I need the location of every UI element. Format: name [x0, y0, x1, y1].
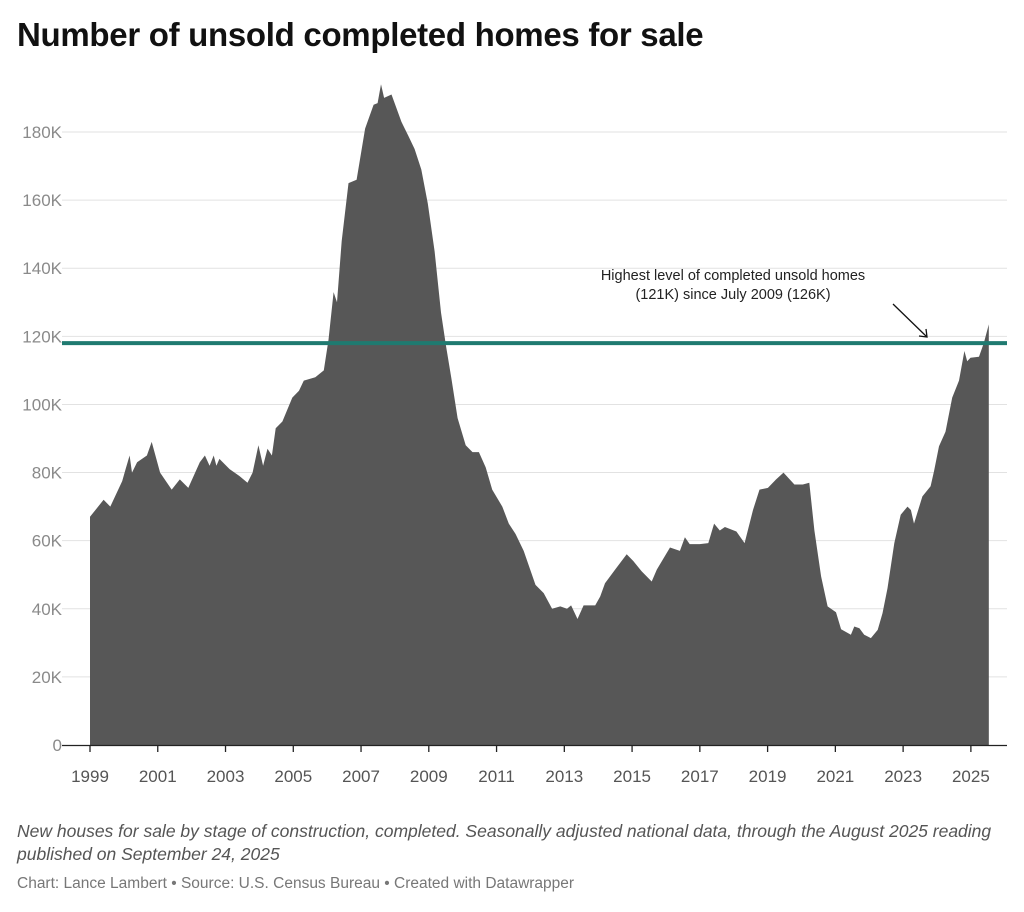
- x-tick-label: 2007: [342, 767, 380, 786]
- x-tick-label: 2003: [207, 767, 245, 786]
- y-tick-label: 80K: [32, 464, 63, 483]
- y-tick-label: 100K: [22, 395, 62, 414]
- y-tick-label: 20K: [32, 668, 63, 687]
- x-tick-label: 2013: [545, 767, 583, 786]
- y-tick-label: 0: [53, 736, 62, 755]
- y-tick-label: 180K: [22, 123, 62, 142]
- x-tick-label: 2021: [816, 767, 854, 786]
- x-tick-label: 2023: [884, 767, 922, 786]
- annotation-line-1: Highest level of completed unsold homes: [601, 268, 865, 284]
- y-tick-label: 160K: [22, 191, 62, 210]
- x-tick-label: 2009: [410, 767, 448, 786]
- x-tick-label: 2001: [139, 767, 177, 786]
- chart-title: Number of unsold completed homes for sal…: [17, 16, 704, 53]
- annotation-arrow-icon: [892, 303, 928, 338]
- y-axis-labels: 0 20K 40K 60K 80K 100K 120K 140K 160K 180K: [22, 123, 62, 755]
- x-tick-label: 2011: [478, 767, 515, 786]
- x-tick-label: 2025: [952, 767, 990, 786]
- y-tick-label: 40K: [32, 600, 63, 619]
- x-tick-label: 2017: [681, 767, 719, 786]
- annotation-line-2: (121K) since July 2009 (126K): [635, 287, 830, 303]
- chart-caption: New houses for sale by stage of construc…: [17, 821, 992, 864]
- y-tick-label: 120K: [22, 327, 62, 346]
- y-tick-label: 140K: [22, 259, 62, 278]
- y-tick-label: 60K: [32, 532, 63, 551]
- chart-credits: Chart: Lance Lambert • Source: U.S. Cens…: [17, 875, 575, 892]
- x-tick-label: 2005: [274, 767, 312, 786]
- x-tick-label: 2019: [749, 767, 787, 786]
- area-series: [90, 84, 989, 746]
- x-tick-label: 1999: [71, 767, 109, 786]
- x-axis: 1999 2001 2003 2005 2007 2009 2011 2013 2015 2017…: [62, 744, 1007, 786]
- x-tick-label: 2015: [613, 767, 651, 786]
